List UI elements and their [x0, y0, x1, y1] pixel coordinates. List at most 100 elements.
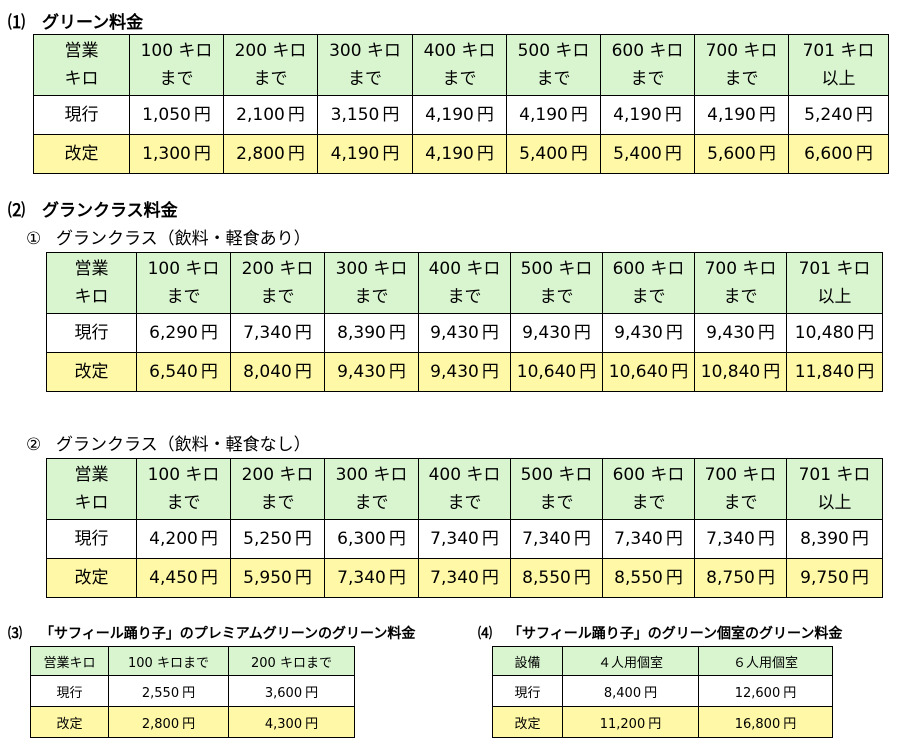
fare-value: 5,240: [804, 105, 853, 125]
yen-unit: 円: [783, 716, 797, 732]
fare-value: 4,190: [330, 144, 380, 164]
fare-cell: 4,200 円: [136, 519, 231, 559]
yen-unit: 円: [193, 144, 211, 164]
revised-fare-row: 改定 6,540 円 8,040 円 9,430 円 9,430 円 10,640 円 10,640 円…: [46, 352, 883, 392]
sub2-title-text: グランクラス（飲料・軽食なし）: [56, 435, 311, 455]
header-row: 営業 キロ 100 キロ まで 200 キロ まで 300 キロ まで 400 キロ まで 500 …: [46, 252, 883, 314]
fare-cell: 9,430 円: [418, 313, 511, 353]
fare-value: 8,390: [800, 529, 849, 549]
sub1-number: ①: [26, 229, 42, 249]
fare-cell: 2,800 円: [108, 706, 229, 738]
header-distance-cell: 300 キロ まで: [324, 458, 419, 520]
yen-unit: 円: [665, 323, 683, 343]
fare-cell: 7,340 円: [324, 558, 419, 598]
header-distance-cell: 400 キロ まで: [418, 252, 511, 314]
row-label-cell: 改定: [46, 352, 137, 392]
fare-cell: 5,250 円: [230, 519, 325, 559]
revised-fare-row: 改定 2,800 円 4,300 円: [30, 706, 355, 738]
header-line: まで: [447, 287, 482, 307]
fare-cell: 5,240 円: [788, 95, 889, 135]
yen-unit: 円: [388, 568, 406, 588]
header-distance-cell: ６人用個室: [698, 646, 833, 676]
fare-cell: 16,800 円: [698, 706, 833, 738]
fare-value: 1,050: [142, 105, 191, 125]
header-line: キロ: [64, 69, 99, 89]
header-distance-cell: 400 キロ まで: [412, 34, 507, 96]
header-line: 400 キロ: [428, 259, 501, 279]
header-row: 営業キロ 100 キロまで 200 キロまで: [30, 646, 355, 676]
fare-value: 4,190: [425, 144, 474, 164]
header-line: キロ: [74, 287, 109, 307]
fare-value: 11,200: [599, 716, 646, 732]
fare-cell: 4,190 円: [412, 95, 507, 135]
fare-cell: 1,050 円: [129, 95, 224, 135]
yen-unit: 円: [665, 529, 683, 549]
header-distance-cell: 200 キロまで: [228, 646, 355, 676]
section3-title: ⑶ 「サフィール踊り子」のプレミアムグリーンのグリーン料金: [8, 623, 415, 643]
current-fare-row: 現行 1,050 円 2,100 円 3,150 円 4,190 円 4,190 円 4,190 円 4,…: [33, 95, 889, 135]
section1-title-text: グリーン料金: [42, 13, 144, 33]
yen-unit: 円: [573, 529, 591, 549]
yen-unit: 円: [287, 144, 305, 164]
fare-cell: 2,100 円: [223, 95, 318, 135]
section2-title: ⑵ グランクラス料金: [8, 196, 178, 221]
header-label-cell: 設備: [492, 646, 563, 676]
header-distance-cell: 701 キロ 以上: [786, 252, 883, 314]
header-line: まで: [166, 287, 201, 307]
fare-cell: 7,340 円: [230, 313, 325, 353]
fare-cell: 8,390 円: [324, 313, 419, 353]
header-distance-cell: 100 キロまで: [136, 252, 231, 314]
current-fare-row: 現行 8,400 円 12,600 円: [492, 675, 833, 707]
header-line: 600 キロ: [612, 259, 685, 279]
yen-unit: 円: [200, 568, 218, 588]
section2-number: ⑵: [8, 201, 25, 221]
fare-value: 2,550: [141, 685, 180, 701]
row-label-cell: 現行: [30, 675, 109, 707]
yen-unit: 円: [644, 685, 658, 701]
header-distance-cell: 600 キロ まで: [600, 34, 695, 96]
header-distance-cell: 100 キロまで: [108, 646, 229, 676]
header-line: 200 キロ: [234, 41, 307, 61]
fare-cell: 4,190 円: [317, 134, 413, 174]
fare-cell: 4,190 円: [600, 95, 695, 135]
fare-value: 7,340: [337, 568, 386, 588]
header-distance-cell: 700 キロ まで: [694, 252, 787, 314]
header-distance-cell: 100 キロまで: [136, 458, 231, 520]
yen-unit: 円: [648, 716, 662, 732]
header-line: 営業: [74, 259, 109, 279]
header-line: まで: [631, 287, 666, 307]
header-distance-cell: 100 キロまで: [129, 34, 224, 96]
yen-unit: 円: [664, 105, 682, 125]
fare-value: 4,190: [425, 105, 474, 125]
header-distance-cell: 700 キロ まで: [694, 34, 789, 96]
fare-value: 8,390: [337, 323, 386, 343]
header-line: 300 キロ: [335, 465, 408, 485]
yen-unit: 円: [481, 568, 499, 588]
fare-value: 4,300: [264, 716, 303, 732]
fare-cell: 9,430 円: [602, 313, 695, 353]
yen-unit: 円: [758, 105, 776, 125]
yen-unit: 円: [570, 105, 588, 125]
fare-value: 6,600: [804, 144, 853, 164]
header-line: 500 キロ: [517, 41, 590, 61]
fare-value: 6,300: [337, 529, 386, 549]
fare-cell: 10,480 円: [786, 313, 883, 353]
header-line: 100 キロ: [147, 465, 220, 485]
yen-unit: 円: [757, 323, 775, 343]
sub2-number: ②: [26, 435, 42, 455]
gran-class-without-meal-table: 営業 キロ 100 キロ まで 200 キロ まで 300 キロ まで 400 キロ まで 500 …: [46, 458, 883, 598]
header-label-cell: 営業キロ: [46, 252, 137, 314]
yen-unit: 円: [294, 568, 312, 588]
yen-unit: 円: [481, 323, 499, 343]
header-distance-cell: 300 キロ まで: [317, 34, 413, 96]
header-label-cell: 営業キロ: [33, 34, 130, 96]
header-line: 100 キロ: [140, 41, 213, 61]
yen-unit: 円: [193, 105, 211, 125]
fare-value: 5,600: [707, 144, 756, 164]
header-line: 700 キロ: [704, 259, 777, 279]
header-line: まで: [724, 69, 759, 89]
yen-unit: 円: [382, 105, 400, 125]
section4-title-text: 「サフィール踊り子」のグリーン個室のグリーン料金: [508, 626, 843, 642]
fare-cell: 4,190 円: [694, 95, 789, 135]
fare-cell: 2,550 円: [108, 675, 229, 707]
